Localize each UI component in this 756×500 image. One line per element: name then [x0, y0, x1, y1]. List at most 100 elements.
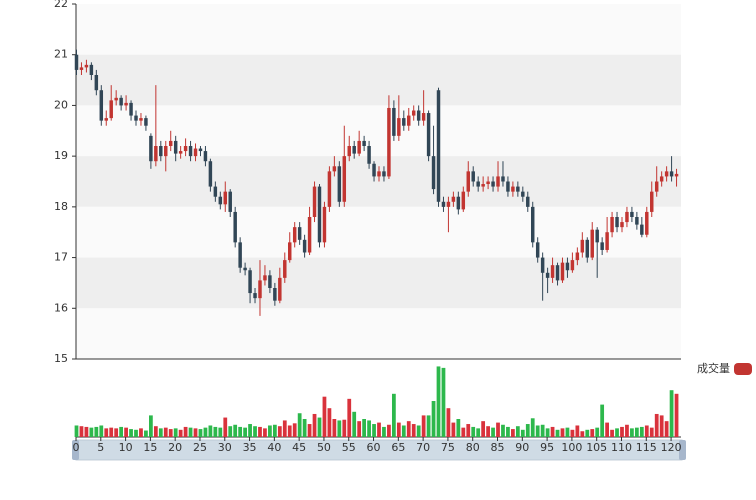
candle-body [550, 265, 555, 278]
candle-body [402, 118, 406, 126]
candle-body [555, 265, 560, 281]
candle-body [253, 293, 257, 299]
volume-bar [248, 424, 252, 437]
volume-bar [277, 426, 282, 437]
legend-swatch[interactable] [734, 363, 752, 375]
volume-bar [312, 413, 317, 437]
volume-bar [659, 415, 664, 437]
x-tick-label: 20 [168, 441, 182, 454]
candle-body [114, 97, 118, 101]
candle-body [213, 186, 218, 197]
y-tick-label: 16 [54, 301, 68, 314]
y-tick-label: 15 [54, 352, 68, 365]
candle-body [441, 201, 446, 207]
legend-label[interactable]: 成交量 [697, 361, 730, 375]
volume-bar [74, 425, 79, 437]
x-tick-label: 35 [243, 441, 257, 454]
candle-body [526, 196, 530, 207]
candle-body [367, 146, 371, 164]
candle-body [74, 54, 79, 70]
volume-bar [109, 427, 114, 437]
volume-bar [223, 417, 228, 437]
candle-body [650, 191, 654, 212]
candle-body [585, 239, 590, 258]
candle-body [302, 239, 307, 253]
candle-body [149, 135, 153, 162]
volume-bar [114, 428, 119, 437]
candle-body [674, 173, 679, 177]
candle-body [288, 242, 292, 261]
volume-bar [89, 427, 94, 437]
volume-bar [431, 401, 436, 437]
y-tick-label: 17 [54, 251, 68, 264]
x-tick-label: 105 [586, 441, 607, 454]
volume-bar [421, 415, 426, 437]
volume-bar [476, 428, 481, 437]
candle-body [511, 186, 515, 192]
data-zoom-window[interactable] [76, 440, 682, 460]
volume-bar [471, 426, 476, 437]
candle-body [506, 181, 510, 192]
data-zoom-handle[interactable] [679, 440, 686, 460]
candle-body [139, 118, 143, 121]
volume-bar [525, 424, 530, 437]
candle-body [134, 115, 138, 121]
candle-body [565, 262, 570, 271]
candle-body [387, 107, 391, 177]
volume-bar [352, 411, 357, 437]
volume-bar [620, 426, 624, 437]
candle-body [595, 229, 599, 243]
volume-bar [84, 426, 89, 437]
volume-bar [173, 428, 178, 437]
volume-bar [297, 413, 302, 437]
volume-bar [317, 417, 322, 437]
candle-body [173, 140, 178, 154]
x-tick-label: 110 [611, 441, 632, 454]
volume-bar [585, 429, 590, 437]
volume-bar [362, 419, 367, 437]
volume-bar [520, 429, 525, 437]
x-tick-label: 80 [466, 441, 480, 454]
candle-body [218, 196, 223, 205]
candle-body [615, 217, 619, 228]
candle-body [530, 206, 535, 243]
candle-body [476, 181, 480, 187]
volume-bar [163, 427, 168, 437]
candle-body [193, 148, 198, 157]
volume-bar [367, 420, 371, 437]
candle-body [491, 181, 495, 187]
candle-body [560, 262, 565, 281]
volume-bar [496, 422, 500, 437]
volume-bar [610, 429, 614, 437]
split-area [76, 206, 681, 258]
candle-body [79, 67, 84, 70]
volume-bar [615, 428, 619, 437]
candle-body [94, 75, 99, 91]
volume-bar [515, 426, 520, 437]
volume-bar [481, 421, 486, 437]
split-area [76, 4, 681, 55]
volume-bar [327, 408, 332, 437]
candle-body [278, 277, 282, 301]
candle-body [496, 176, 500, 187]
candle-body [436, 90, 441, 202]
volume-bar [203, 427, 208, 437]
volume-bar [253, 426, 257, 437]
candle-body [535, 242, 540, 258]
volume-bar [649, 427, 654, 437]
y-tick-label: 22 [54, 0, 68, 10]
candle-body [238, 242, 242, 268]
volume-bar [307, 424, 312, 437]
candle-body [426, 113, 431, 157]
legend[interactable]: 成交量 [697, 361, 752, 375]
volume-bar [391, 393, 396, 437]
candle-body [144, 118, 148, 126]
candle-body [421, 113, 426, 121]
candle-body [471, 171, 475, 182]
candle-body [446, 201, 451, 207]
volume-bar [168, 429, 173, 437]
volume-bar [258, 426, 262, 437]
candle-body [322, 206, 327, 243]
volume-bar [630, 428, 634, 437]
data-zoom-handle[interactable] [72, 440, 79, 460]
